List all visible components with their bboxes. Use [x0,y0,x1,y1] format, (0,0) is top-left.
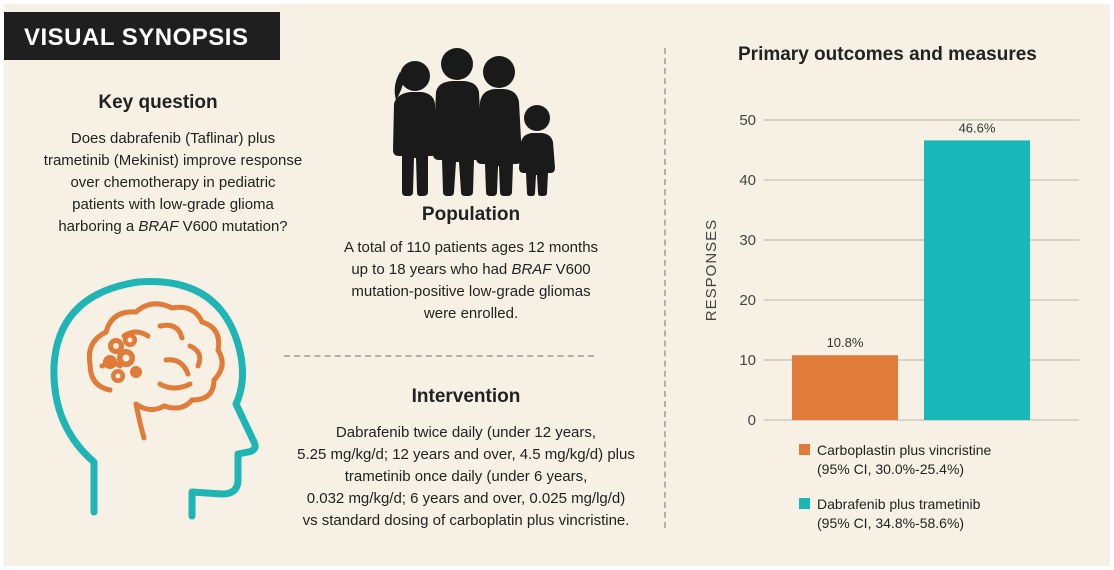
key-question-text-line: trametinib (Mekinist) improve response [43,152,303,169]
head-with-brain-icon [50,278,259,520]
legend-item-targeted-therapy: Dabrafenib plus trametinib (95% CI, 34.8… [799,495,980,533]
bar-chart: 0 10 20 30 40 50 RESPONSES 10.8% 46.6% [703,112,1079,429]
intervention-text-line: Dabrafenib twice daily (under 12 years, [335,424,597,441]
y-tick-label: 50 [739,112,756,129]
header-banner: VISUAL SYNOPSIS [4,12,280,60]
intervention-text-line: trametinib once daily (under 6 years, [344,468,588,485]
legend-swatch-chemotherapy [799,444,810,455]
population-text-line: mutation-positive low-grade gliomas [351,283,591,300]
legend-label-targeted-therapy: Dabrafenib plus trametinib [817,496,981,512]
population-heading: Population [421,204,521,225]
population-text-line: were enrolled. [423,305,519,322]
chart-title: Primary outcomes and measures [738,44,1037,65]
bar [924,140,1030,420]
header-title: VISUAL SYNOPSIS [24,24,249,51]
y-tick-label: 30 [739,232,756,249]
intervention-text-line: vs standard dosing of carboplatin plus v… [302,512,630,529]
intervention-text-line: 0.032 mg/kg/d; 6 years and over, 0.025 m… [306,490,626,507]
legend-note-chemotherapy: (95% CI, 30.0%-25.4%) [817,461,965,477]
legend-swatch-targeted-therapy [799,498,810,509]
legend-label-chemotherapy: Carboplastin plus vincristine [817,442,992,458]
y-tick-label: 0 [748,412,756,429]
intervention-text-line: 5.25 mg/kg/d; 12 years and over, 4.5 mg/… [297,446,635,463]
gene-name: BRAF [511,261,552,278]
y-tick-label: 40 [739,172,756,189]
horizontal-divider [284,355,594,357]
key-question-text-line: over chemotherapy in pediatric [70,174,276,191]
legend-note-targeted-therapy: (95% CI, 34.8%-58.6%) [817,515,965,531]
data-label: 46.6% [959,120,996,135]
legend-item-chemotherapy: Carboplastin plus vincristine (95% CI, 3… [799,441,991,479]
y-tick-label: 20 [739,292,756,309]
y-axis-label: RESPONSES [703,219,720,321]
data-label: 10.8% [827,335,864,350]
key-question-heading: Key question [98,92,218,113]
population-text: A total of 110 patients ages 12 months up… [324,237,618,325]
key-question-text-line: Does dabrafenib (Taflinar) plus [70,130,276,147]
family-icon [393,48,555,196]
gene-name: BRAF [138,218,179,235]
bar [792,355,898,420]
visual-synopsis-panel: VISUAL SYNOPSIS Key question Does dabraf… [4,4,1110,566]
population-text-line: A total of 110 patients ages 12 months [343,239,599,256]
key-question-text-line: harboring a BRAF V600 mutation? [58,218,288,235]
key-question-text-line: patients with low-grade glioma [72,196,274,213]
intervention-text: Dabrafenib twice daily (under 12 years, 5… [266,422,666,532]
population-text-line: up to 18 years who had BRAF V600 [351,261,591,278]
vertical-divider [664,48,666,528]
y-tick-label: 10 [739,352,756,369]
key-question-text: Does dabrafenib (Taflinar) plus trametini… [24,128,322,238]
intervention-heading: Intervention [411,386,521,407]
